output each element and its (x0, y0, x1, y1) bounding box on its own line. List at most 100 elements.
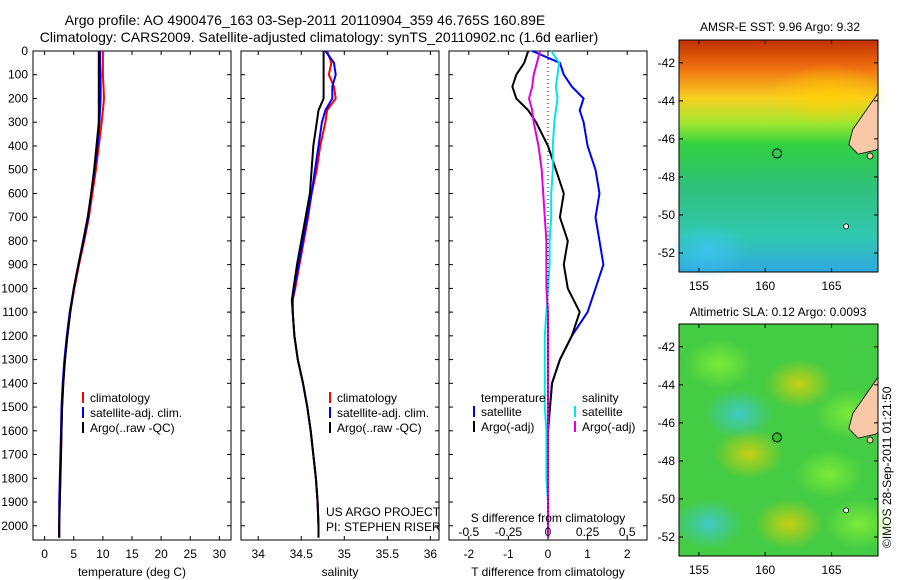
figure-title-line1: Argo profile: AO 4900476_163 03-Sep-2011… (64, 12, 546, 28)
depth-tick-label: 1200 (1, 329, 28, 343)
s-diff-tick-label: 0.25 (576, 525, 600, 539)
depth-tick-label: 1100 (2, 305, 28, 319)
legend-label: climatology (337, 391, 397, 405)
x-tick-label: 0 (41, 547, 48, 561)
depth-tick-label: 1700 (1, 448, 28, 462)
depth-tick-label: 900 (8, 258, 28, 272)
s-diff-axis-label: S difference from climatology (471, 511, 626, 525)
depth-tick-label: 2000 (1, 519, 28, 533)
island (843, 507, 850, 514)
legend-label: Argo(..raw -QC) (337, 421, 422, 435)
depth-tick-label: 1500 (1, 400, 28, 414)
sla-anomaly-patch (754, 499, 824, 549)
depth-tick-label: 1300 (1, 353, 28, 367)
legend-label: satellite (481, 405, 522, 419)
depth-tick-label: 1600 (1, 424, 28, 438)
legend-temperature-heading: temperature (481, 391, 546, 405)
depth-tick-label: 0 (21, 44, 28, 58)
sla-anomaly-patch (704, 389, 774, 439)
depth-tick-label: 1000 (1, 281, 28, 295)
x-tick-label: 36 (424, 547, 438, 561)
legend-salinity-heading: salinity (582, 391, 619, 405)
lat-tick-label: -52 (658, 530, 676, 544)
x-tick-label: 20 (154, 547, 168, 561)
lat-tick-label: -48 (658, 454, 676, 468)
depth-tick-label: 400 (8, 139, 28, 153)
sla-anomaly-patch (674, 499, 744, 549)
pi-annotation: PI: STEPHEN RISER (326, 520, 441, 534)
lon-tick-label: 155 (689, 563, 709, 577)
sla-anomaly-patch (684, 339, 754, 389)
x-tick-label: 0 (545, 547, 552, 561)
panel-frame (32, 50, 232, 541)
argo-position-marker (772, 148, 783, 159)
x-tick-label: 5 (70, 547, 77, 561)
sst-warm-patch (769, 65, 889, 125)
s-diff-tick-label: 0 (545, 525, 552, 539)
depth-tick-label: 1900 (1, 495, 28, 509)
s-diff-tick-label: -0.25 (495, 525, 523, 539)
x-axis-label: T difference from climatology (471, 565, 625, 579)
depth-tick-label: 1800 (1, 471, 28, 485)
depth-tick-label: 1400 (1, 376, 28, 390)
lat-tick-label: -46 (658, 132, 676, 146)
depth-tick-label: 300 (8, 115, 28, 129)
legend-label: satellite-adj. clim. (90, 406, 182, 420)
depth-tick-label: 700 (8, 210, 28, 224)
depth-tick-label: 500 (8, 163, 28, 177)
legend-label: Argo(-adj) (481, 420, 534, 434)
lon-tick-label: 155 (689, 279, 709, 293)
legend-label: Argo(..raw -QC) (90, 421, 175, 435)
x-tick-label: 34.5 (290, 547, 314, 561)
sst-map-title: AMSR-E SST: 9.96 Argo: 9.32 (699, 20, 861, 34)
s-diff-tick-label: -0.5 (458, 525, 479, 539)
project-annotation: US ARGO PROJECT (326, 505, 441, 519)
legend-label: satellite-adj. clim. (337, 406, 429, 420)
x-axis-label: temperature (deg C) (78, 565, 186, 579)
sla-anomaly-patch (824, 499, 894, 549)
depth-tick-label: 600 (8, 186, 28, 200)
argo-line (58, 51, 100, 538)
island (866, 436, 874, 444)
depth-tick-label: 200 (8, 91, 28, 105)
sla-anomaly-patch (764, 359, 834, 409)
x-axis-label: salinity (322, 565, 359, 579)
x-tick-label: 30 (213, 547, 227, 561)
figure-title-line2: Climatology: CARS2009. Satellite-adjuste… (39, 29, 599, 45)
depth-tick-label: 800 (8, 234, 28, 248)
x-tick-label: 35.5 (376, 547, 400, 561)
x-tick-label: 34 (252, 547, 266, 561)
s-satellite-diff-line (543, 50, 561, 538)
legend-label: climatology (90, 391, 150, 405)
s-diff-tick-label: 0.5 (619, 525, 636, 539)
x-tick-label: 1 (584, 547, 591, 561)
argo-position-marker (772, 432, 783, 443)
legend-label: satellite (582, 405, 623, 419)
lon-tick-label: 160 (755, 279, 775, 293)
lat-tick-label: -44 (658, 378, 676, 392)
depth-tick-label: 100 (8, 68, 28, 82)
lat-tick-label: -42 (658, 340, 676, 354)
x-tick-label: 10 (96, 547, 110, 561)
s-argo-diff-line (527, 50, 549, 538)
lat-tick-label: -52 (658, 246, 676, 260)
island (843, 223, 850, 230)
argo-line (290, 51, 325, 538)
x-tick-label: 2 (624, 547, 631, 561)
x-tick-label: -1 (503, 547, 514, 561)
x-tick-label: -2 (463, 547, 474, 561)
map-frame (678, 323, 879, 557)
lon-tick-label: 165 (822, 279, 842, 293)
island (866, 152, 874, 160)
lat-tick-label: -42 (658, 56, 676, 70)
lat-tick-label: -46 (658, 416, 676, 430)
map-frame (678, 39, 879, 273)
sla-anomaly-patch (714, 429, 784, 479)
lon-tick-label: 165 (822, 563, 842, 577)
x-tick-label: 15 (125, 547, 139, 561)
lon-tick-label: 160 (755, 563, 775, 577)
sla-map-title: Altimetric SLA: 0.12 Argo: 0.0093 (689, 305, 867, 319)
sla-anomaly-patch (794, 449, 864, 499)
x-tick-label: 35 (338, 547, 352, 561)
